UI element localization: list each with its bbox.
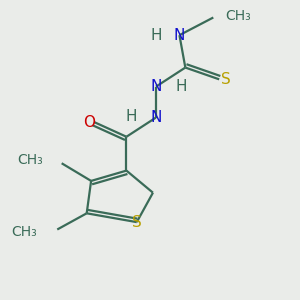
Text: S: S [132,214,142,230]
Text: S: S [221,72,230,87]
Text: N: N [174,28,185,43]
Text: N: N [150,110,162,125]
Text: N: N [150,79,162,94]
Text: H: H [175,79,187,94]
Text: H: H [150,28,162,43]
Text: CH₃: CH₃ [11,225,37,239]
Text: O: O [83,115,95,130]
Text: CH₃: CH₃ [225,9,251,23]
Text: H: H [125,109,137,124]
Text: CH₃: CH₃ [17,153,43,167]
